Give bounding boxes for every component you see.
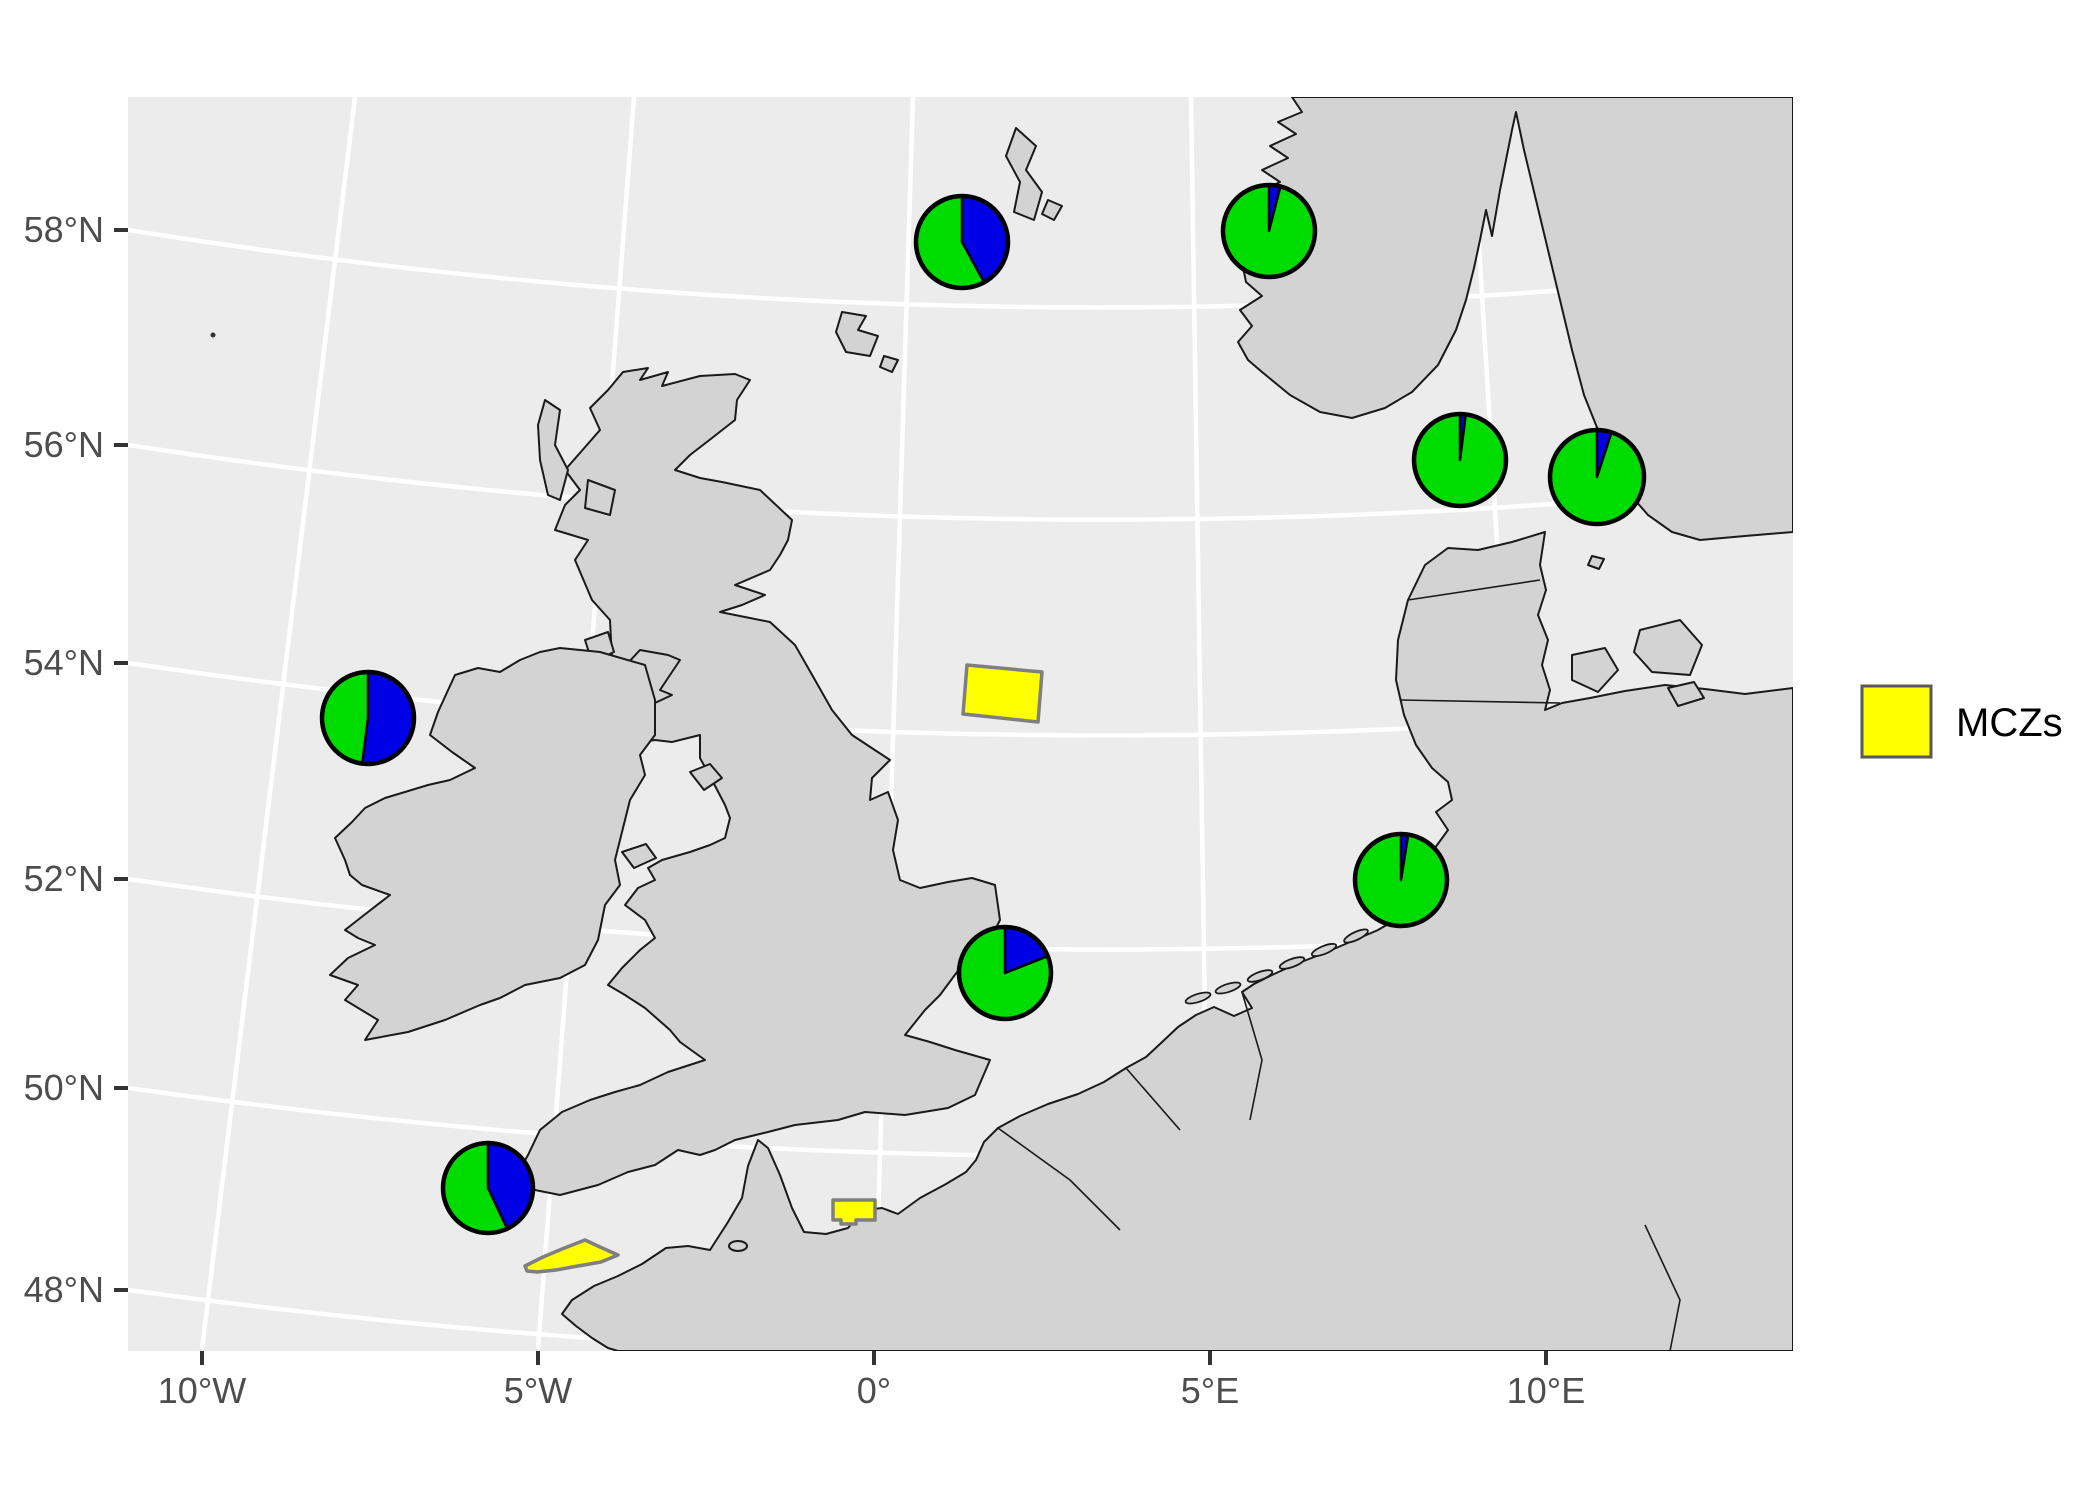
x-axis-tick-label: 5°E — [1181, 1370, 1239, 1411]
shetland-islands — [1005, 127, 1043, 221]
y-axis-tick-label: 48°N — [24, 1269, 104, 1310]
x-axis-tick-label: 10°E — [1507, 1370, 1585, 1411]
pie-outline — [913, 193, 1011, 291]
y-axis-tick-label: 56°N — [24, 424, 104, 465]
x-axis-tick-label: 0° — [857, 1370, 891, 1411]
pie-chart-skagerrak — [1411, 411, 1509, 509]
y-axis-tick-label: 54°N — [24, 642, 104, 683]
pie-outline — [1352, 831, 1450, 929]
shetland-islet — [1041, 199, 1063, 221]
continental-europe-landmass — [561, 531, 1793, 1351]
pie-outline — [956, 924, 1054, 1022]
mcz-area-western-channel-sliver — [523, 1238, 620, 1274]
pie-chart-celtic-sea — [440, 1140, 536, 1236]
falster-island — [1667, 681, 1705, 707]
pie-outline — [319, 669, 417, 767]
y-axis-tick-label: 50°N — [24, 1067, 104, 1108]
anglesey-island — [621, 843, 657, 869]
pie-outline — [1547, 427, 1647, 527]
axis-layer: 10°W 5°W 0° 5°E 10°E 58°N 56°N 54°N 52°N 50°N 48°N — [24, 209, 1586, 1411]
skye-island — [584, 479, 616, 516]
pie-outline — [1220, 182, 1318, 280]
pie-marker-layer — [319, 182, 1647, 1236]
outer-hebrides — [537, 399, 569, 501]
x-axis-tick-label: 10°W — [158, 1370, 246, 1411]
legend: MCZs — [1860, 684, 2063, 759]
st-kilda-islet — [210, 332, 216, 338]
x-axis-tick-label: 5°W — [504, 1370, 572, 1411]
pie-outline — [1411, 411, 1509, 509]
mcz-area-north-sea-box — [961, 663, 1044, 724]
legend-key-mcz-swatch — [1860, 684, 1933, 759]
pie-outline — [440, 1140, 536, 1236]
zealand-island — [1633, 619, 1703, 676]
pie-chart-east-anglia — [956, 924, 1054, 1022]
orkney-islet — [879, 355, 899, 373]
mcz-area-dover-strait-box — [831, 1198, 877, 1226]
isle-of-man — [689, 763, 723, 791]
landmass-layer — [210, 97, 1793, 1351]
pie-chart-kattegat — [1547, 427, 1647, 527]
ireland-landmass — [329, 647, 656, 1041]
mcz-polygon-layer — [523, 663, 1044, 1274]
y-axis-tick-label: 58°N — [24, 209, 104, 250]
orkney-islands — [835, 311, 879, 357]
country-borders — [997, 579, 1681, 1351]
pie-chart-german-bight — [1352, 831, 1450, 929]
channel-islands — [728, 1240, 748, 1252]
pie-chart-shetland — [913, 193, 1011, 291]
funen-island — [1571, 647, 1619, 693]
legend-label-mcz: MCZs — [1956, 701, 2063, 745]
anholt-island — [1587, 555, 1605, 570]
pie-chart-ireland-west — [319, 669, 417, 767]
pie-chart-norway-west — [1220, 182, 1318, 280]
y-axis-tick-label: 52°N — [24, 858, 104, 899]
